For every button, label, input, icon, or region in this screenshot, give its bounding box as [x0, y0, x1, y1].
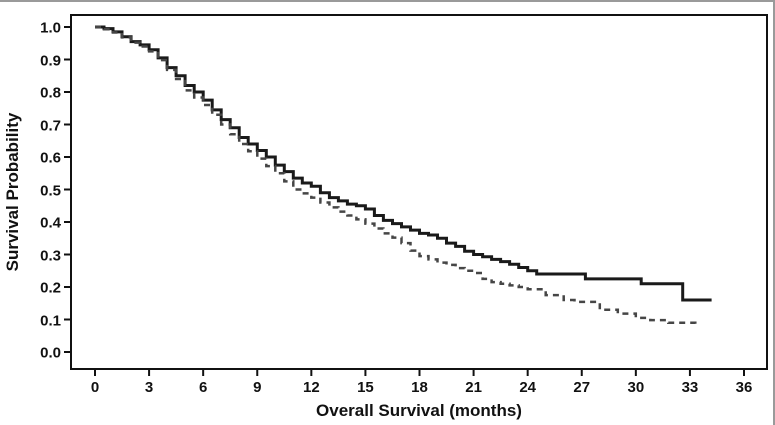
- x-tick-label: 3: [144, 379, 154, 396]
- x-axis-title: Overall Survival (months): [316, 401, 522, 420]
- x-tick-label: 30: [627, 379, 645, 396]
- x-tick-label: 24: [519, 379, 537, 396]
- x-tick-label: 27: [573, 379, 591, 396]
- y-tick-label: 0.5: [40, 182, 61, 199]
- y-tick-label: 0.8: [40, 84, 61, 102]
- y-tick-label: 0.2: [40, 279, 61, 297]
- x-tick-label: 33: [681, 379, 699, 396]
- y-tick-label: 0.1: [40, 312, 61, 329]
- x-tick-label: 6: [198, 379, 208, 396]
- x-tick-label: 15: [357, 379, 374, 396]
- x-tick-label: 21: [465, 379, 482, 396]
- y-tick-label: 0.9: [40, 52, 61, 69]
- y-tick-label: 0.3: [40, 247, 61, 264]
- x-tick-label: 0: [90, 379, 100, 396]
- y-tick-label: 0.7: [40, 117, 61, 134]
- solid-survival-curve: [95, 25, 712, 302]
- y-tick-label: 0.4: [40, 214, 61, 232]
- x-tick-label: 9: [253, 379, 262, 396]
- y-axis-title: Survival Probability: [3, 112, 22, 272]
- y-tick-label: 0.0: [40, 344, 61, 362]
- x-tick-label: 18: [411, 379, 428, 396]
- x-tick-label: 12: [302, 379, 320, 396]
- y-tick-label: 1.0: [40, 19, 61, 37]
- x-tick-label: 36: [735, 379, 753, 396]
- y-tick-label: 0.6: [40, 149, 61, 167]
